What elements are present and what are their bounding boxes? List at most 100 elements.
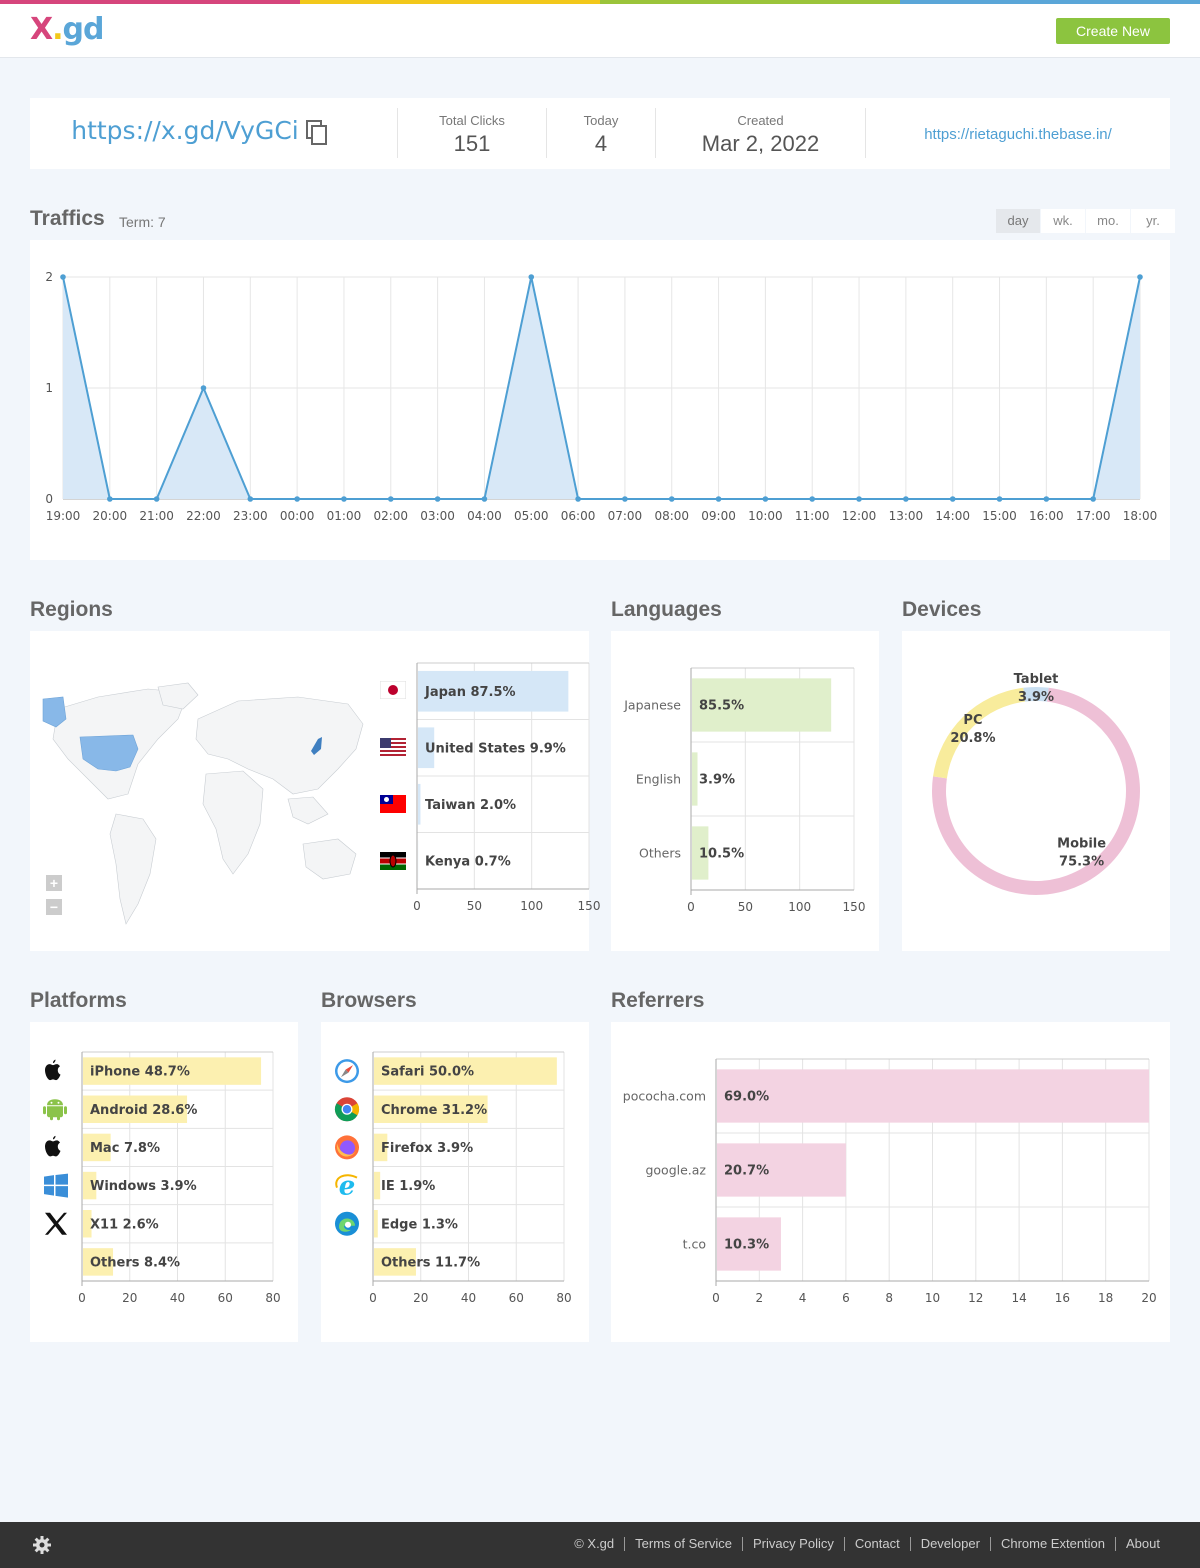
gear-icon[interactable]: [32, 1535, 52, 1555]
bar[interactable]: [83, 1210, 92, 1238]
traffic-point[interactable]: [1090, 496, 1096, 502]
map-united-states[interactable]: [79, 734, 139, 772]
copy-icon[interactable]: [306, 120, 330, 146]
traffic-point[interactable]: [387, 496, 394, 502]
slice-category-label: Mobile: [1057, 837, 1106, 852]
x-tick-label: 00:00: [280, 509, 315, 523]
bar[interactable]: [717, 1143, 846, 1197]
destination-url[interactable]: https://rietaguchi.thebase.in/: [924, 126, 1112, 143]
traffic-point[interactable]: [481, 496, 488, 502]
create-new-button[interactable]: Create New: [1056, 18, 1170, 44]
traffic-point[interactable]: [809, 496, 816, 502]
short-url[interactable]: https://x.gd/VyGCi: [71, 116, 299, 145]
today-value: 4: [594, 131, 608, 156]
x-tick-label: 60: [509, 1291, 524, 1305]
traffic-point[interactable]: [668, 496, 675, 502]
traffic-point[interactable]: [996, 496, 1003, 502]
traffic-point[interactable]: [762, 496, 769, 502]
devices-chart: Mobile 75.3% PC 20.8% Tablet 3.9%: [932, 672, 1140, 895]
tab-year[interactable]: yr.: [1131, 209, 1175, 233]
bar-label: iPhone 48.7%: [90, 1065, 190, 1080]
bar[interactable]: [374, 1095, 488, 1123]
traffic-point[interactable]: [949, 496, 956, 502]
donut-slice[interactable]: [1023, 687, 1049, 702]
traffic-point[interactable]: [903, 496, 909, 502]
bar[interactable]: [692, 678, 832, 732]
zoom-out-button[interactable]: −: [46, 899, 62, 915]
bar[interactable]: [692, 752, 698, 806]
footer-link-chrome-extension[interactable]: Chrome Extention: [989, 1537, 1115, 1551]
total-clicks-value: 151: [453, 131, 491, 156]
map-southeast-asia[interactable]: [287, 796, 329, 825]
traffic-point[interactable]: [715, 496, 722, 502]
apple-icon: [45, 1135, 61, 1157]
divider: [865, 108, 866, 158]
traffic-point[interactable]: [294, 496, 300, 502]
bar[interactable]: [717, 1069, 1149, 1123]
divider: [546, 108, 547, 158]
tab-week[interactable]: wk.: [1041, 209, 1085, 233]
bar[interactable]: [717, 1217, 781, 1271]
bar-label: Kenya 0.7%: [425, 854, 511, 869]
bar[interactable]: [418, 783, 421, 825]
map-south-america[interactable]: [109, 813, 157, 925]
bar[interactable]: [83, 1057, 262, 1085]
bar[interactable]: [83, 1095, 188, 1123]
traffic-point[interactable]: [341, 496, 347, 502]
footer-link-privacy[interactable]: Privacy Policy: [741, 1537, 844, 1551]
safari-icon: [335, 1059, 359, 1084]
traffic-point[interactable]: [856, 496, 862, 502]
map-europe-asia[interactable]: [195, 696, 364, 795]
bar[interactable]: [83, 1248, 114, 1276]
slice-value-label: 20.8%: [950, 731, 995, 746]
tab-day[interactable]: day: [996, 209, 1040, 233]
x-tick-label: 07:00: [608, 509, 643, 523]
tab-month[interactable]: mo.: [1086, 209, 1130, 233]
footer-link-terms[interactable]: Terms of Service: [624, 1537, 742, 1551]
bar[interactable]: [418, 670, 569, 712]
zoom-in-button[interactable]: +: [46, 875, 62, 891]
map-oceania[interactable]: [302, 838, 357, 880]
x-tick-label: 50: [467, 899, 482, 913]
bar[interactable]: [374, 1133, 388, 1162]
traffic-area: [63, 277, 1140, 499]
referrers-card: 0 2 4 6 8 10 12 14 16 18 20 pococha.com 69.0% google.…: [611, 1022, 1170, 1342]
bar[interactable]: [692, 826, 709, 880]
traffics-title: Traffics: [30, 207, 105, 230]
traffic-point[interactable]: [622, 496, 628, 502]
traffic-point[interactable]: [434, 496, 441, 502]
x-tick-label: 80: [556, 1291, 571, 1305]
traffic-point[interactable]: [60, 274, 66, 280]
map-greenland[interactable]: [157, 682, 199, 710]
traffic-point[interactable]: [1137, 274, 1143, 280]
bar[interactable]: [374, 1210, 378, 1238]
footer-link-about[interactable]: About: [1115, 1537, 1170, 1551]
footer-link-developer[interactable]: Developer: [909, 1537, 990, 1551]
traffic-point[interactable]: [107, 496, 113, 502]
bar[interactable]: [374, 1057, 557, 1085]
traffic-point[interactable]: [528, 274, 535, 280]
x-tick-label: 22:00: [186, 509, 221, 523]
donut-slice[interactable]: [933, 687, 1026, 779]
traffic-point[interactable]: [153, 496, 160, 502]
bar[interactable]: [83, 1171, 97, 1200]
bar[interactable]: [374, 1171, 381, 1200]
map-japan[interactable]: [311, 737, 322, 755]
flag-kenya-icon: [380, 852, 406, 870]
summary-card: https://x.gd/VyGCi Total Clicks 151 Toda…: [30, 98, 1170, 169]
traffic-point[interactable]: [200, 385, 207, 391]
languages-card: 0 50 100 150 Japanese 85.5% English 3.9% Others 1…: [611, 631, 879, 951]
traffic-point[interactable]: [247, 496, 254, 502]
map-alaska[interactable]: [42, 696, 67, 728]
traffic-point[interactable]: [1043, 496, 1050, 502]
logo[interactable]: X.gd: [30, 12, 104, 47]
bar[interactable]: [418, 727, 435, 769]
traffic-point[interactable]: [575, 496, 581, 502]
x-tick-label: 100: [788, 900, 811, 914]
bar[interactable]: [374, 1248, 416, 1276]
x-tick-label: 06:00: [561, 509, 596, 523]
map-africa[interactable]: [202, 770, 264, 875]
footer-link-contact[interactable]: Contact: [843, 1537, 910, 1551]
world-map[interactable]: [38, 679, 378, 939]
bar[interactable]: [83, 1133, 111, 1162]
